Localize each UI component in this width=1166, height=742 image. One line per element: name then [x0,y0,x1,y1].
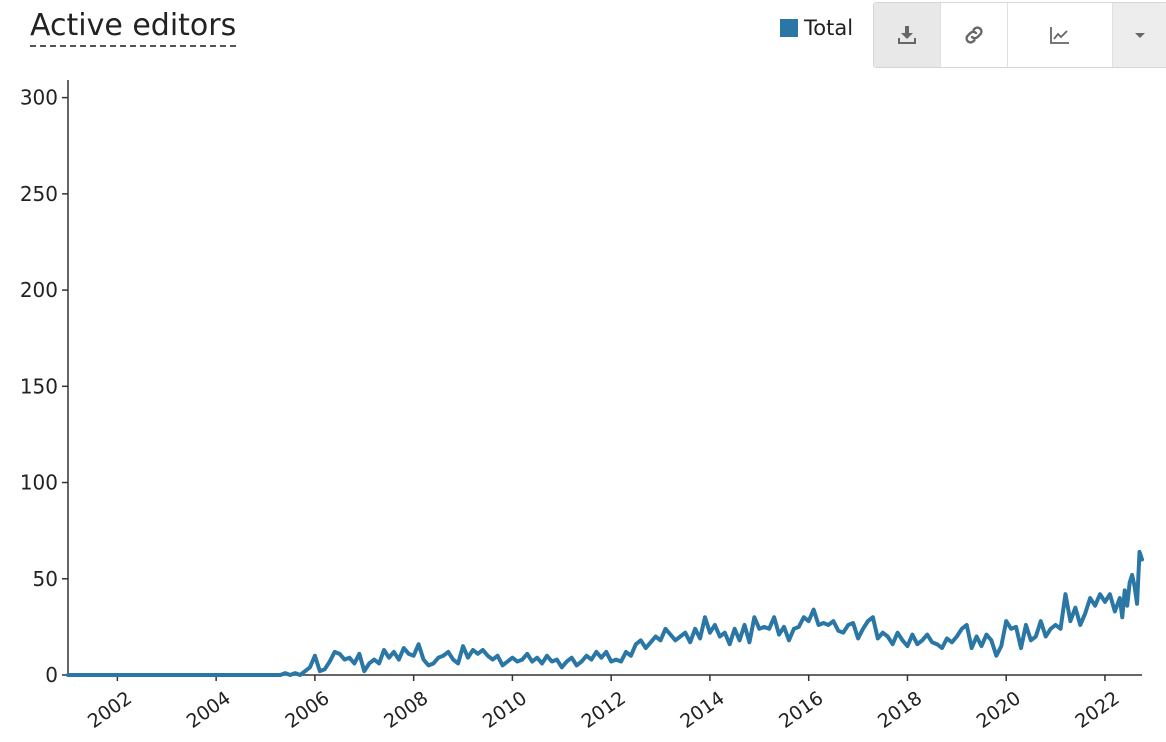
chart-title: Active editors [30,8,237,47]
link-icon [965,26,983,44]
x-tick-label: 2006 [281,687,333,733]
x-tick-label: 2010 [479,687,531,733]
x-tick-label: 2004 [183,687,235,733]
x-tick-label: 2008 [380,687,432,733]
y-tick-label: 0 [45,663,58,687]
chart-type-button[interactable] [1008,3,1113,67]
y-tick-label: 150 [20,374,58,398]
y-tick-label: 200 [20,278,58,302]
download-icon [898,26,916,44]
x-axis: 2002 2004 2006 2008 2010 2012 2014 2016 2018 2020… [68,674,1142,733]
y-tick-label: 250 [20,182,58,206]
y-axis: 0 50 100 150 200 250 300 [20,80,69,687]
line-chart-icon [1050,27,1069,44]
y-tick-label: 100 [20,471,58,495]
download-button[interactable] [874,3,941,67]
link-button[interactable] [941,3,1008,67]
x-tick-label: 2012 [578,687,630,733]
x-tick-label: 2014 [676,687,728,733]
series-layer [66,549,1144,677]
x-tick-label: 2022 [1071,687,1123,733]
series-line-total [66,549,1144,677]
x-tick-label: 2016 [775,687,827,733]
caret-down-icon [1135,33,1145,38]
x-tick-label: 2018 [874,687,926,733]
y-tick-label: 300 [20,86,58,110]
legend-label: Total [804,16,854,40]
legend[interactable]: Total [780,16,853,40]
chart-toolbar [873,2,1166,68]
more-options-button[interactable] [1113,3,1166,67]
x-tick-label: 2002 [84,687,136,733]
x-tick-label: 2020 [973,687,1025,733]
y-tick-label: 50 [33,567,58,591]
legend-swatch [780,19,798,37]
